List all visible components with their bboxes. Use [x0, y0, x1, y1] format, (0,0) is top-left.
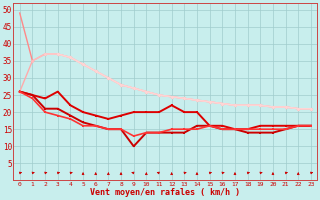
X-axis label: Vent moyen/en rafales ( km/h ): Vent moyen/en rafales ( km/h ) [90, 188, 240, 197]
